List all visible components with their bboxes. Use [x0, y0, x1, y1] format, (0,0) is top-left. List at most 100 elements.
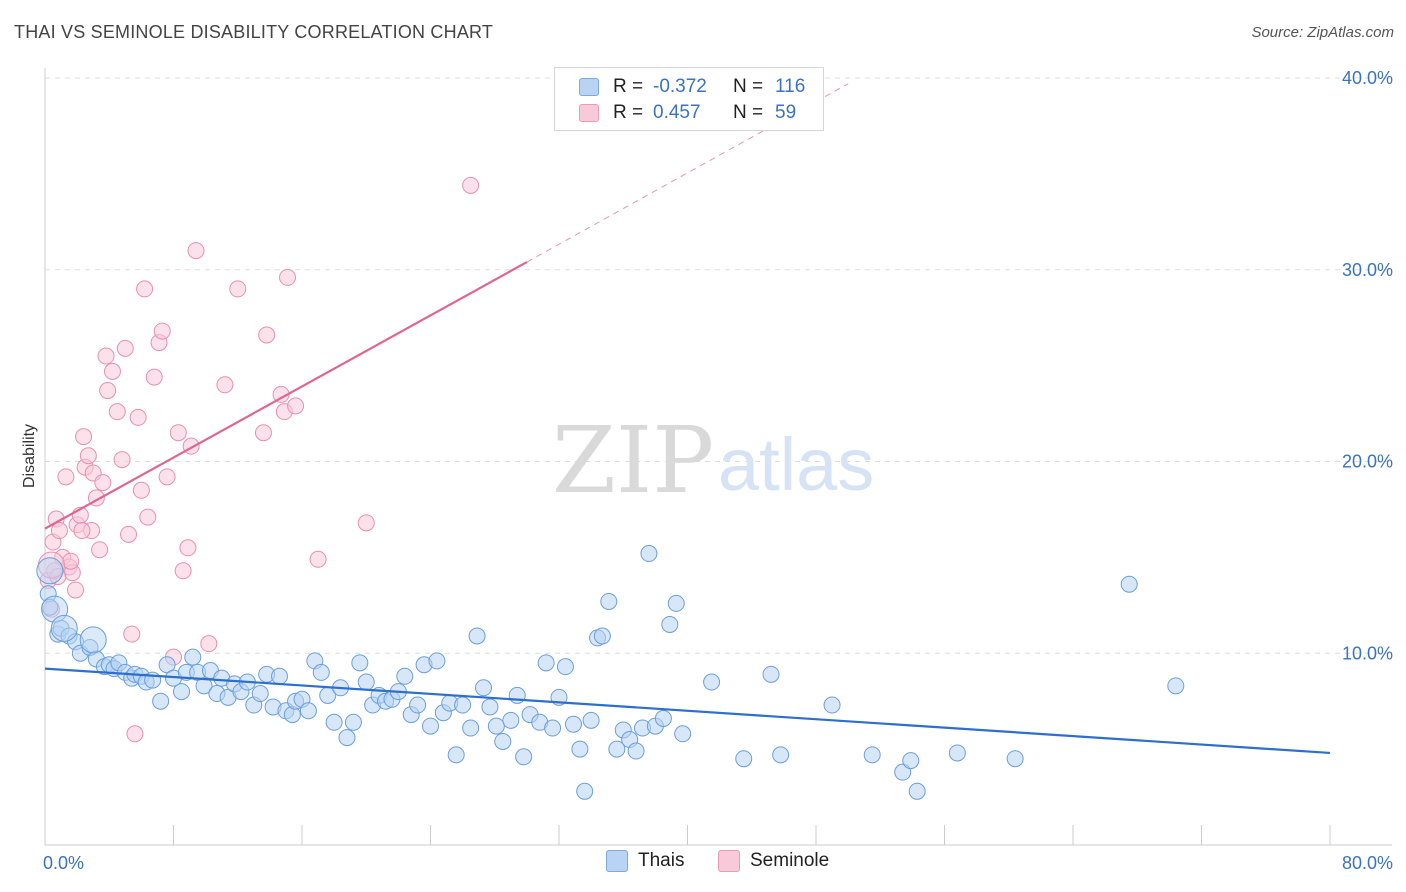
legend-r-value: 0.457 — [653, 102, 701, 123]
seminole-legend-swatch-icon — [718, 850, 740, 872]
thais-point-74 — [502, 711, 520, 729]
series-legend: Thais Seminole — [0, 850, 1406, 878]
thais-point-24 — [184, 648, 202, 666]
thais-point-83 — [564, 715, 582, 733]
thais-point-43 — [299, 702, 317, 720]
thais-point-89 — [600, 592, 618, 610]
seminole-point-30 — [132, 481, 150, 499]
thais-point-84 — [571, 740, 589, 758]
thais-legend-swatch-icon — [606, 850, 628, 872]
thais-point-85 — [576, 782, 594, 800]
thais-swatch-icon — [579, 78, 599, 96]
thais-point-110 — [948, 744, 966, 762]
thais-point-51 — [351, 654, 369, 672]
correlation-legend: R = -0.372 N = 116 R = 0.457 N = 59 — [554, 67, 824, 131]
seminole-point-4 — [50, 522, 68, 540]
seminole-point-25 — [116, 339, 134, 357]
seminole-point-36 — [158, 468, 176, 486]
thais-point-101 — [703, 673, 721, 691]
seminole-point-6 — [57, 468, 75, 486]
seminole-point-52 — [357, 514, 375, 532]
seminole-swatch-icon — [579, 104, 599, 122]
thais-point-80 — [544, 719, 562, 737]
seminole-point-45 — [254, 424, 272, 442]
thais-point-58 — [396, 667, 414, 685]
legend-n-label: N = — [733, 102, 764, 123]
thais-point-100 — [674, 725, 692, 743]
thais-point-38 — [271, 667, 289, 685]
thais-point-73 — [494, 732, 512, 750]
seminole-point-31 — [136, 280, 154, 298]
watermark-zip: ZIP — [552, 407, 714, 514]
tick-labels: 10.0% 20.0% 30.0% 40.0% 0.0% 80.0% — [43, 68, 1393, 873]
thais-point-106 — [863, 746, 881, 764]
seminole-point-14 — [79, 447, 97, 465]
legend-label-seminole: Seminole — [750, 850, 830, 871]
x-tick-label-1: 80.0% — [1342, 853, 1393, 873]
seminole-point-20 — [97, 347, 115, 365]
thais-point-66 — [447, 746, 465, 764]
seminole-point-24 — [113, 451, 131, 469]
thais-point-82 — [556, 658, 574, 676]
legend-row-thais: R = -0.372 N = 116 — [579, 75, 805, 99]
legend-n-label: N = — [733, 76, 764, 97]
legend-item-seminole: Seminole — [718, 850, 829, 872]
watermark-atlas: atlas — [718, 423, 874, 506]
seminole-point-22 — [103, 362, 121, 380]
grid-lines — [45, 77, 1392, 654]
seminole-point-32 — [139, 508, 157, 526]
y-tick-label-1: 20.0% — [1342, 452, 1393, 472]
seminole-point-23 — [108, 403, 126, 421]
thais-point-98 — [661, 615, 679, 633]
seminole-point-19 — [94, 474, 112, 492]
thais-point-35 — [251, 685, 269, 703]
thais-point-103 — [762, 665, 780, 683]
thais-point-111 — [1006, 750, 1024, 768]
thais-point-95 — [640, 545, 658, 563]
thais-point-26 — [195, 677, 213, 695]
trend-lines — [44, 83, 1331, 755]
thais-point-99 — [667, 594, 685, 612]
x-tick-label-0: 0.0% — [43, 853, 84, 873]
thais-points — [36, 545, 1185, 800]
thais-large-point-0 — [36, 557, 64, 585]
thais-point-113 — [1167, 677, 1185, 695]
thais-point-62 — [422, 717, 439, 735]
y-axis-label: Disability — [21, 424, 38, 488]
thais-point-72 — [487, 717, 505, 735]
seminole-point-46 — [258, 326, 276, 344]
thais-large-point-2 — [50, 614, 78, 642]
axes — [44, 68, 1392, 846]
legend-r-label: R = — [613, 76, 644, 97]
thais-large-point-3 — [79, 626, 107, 654]
thais-point-86 — [582, 711, 600, 729]
thais-point-49 — [338, 729, 356, 747]
thais-point-79 — [537, 654, 555, 672]
thais-point-97 — [654, 709, 672, 727]
thais-point-88 — [593, 627, 611, 645]
thais-point-76 — [515, 748, 533, 766]
seminole-point-28 — [126, 725, 144, 743]
seminole-point-27 — [123, 625, 141, 643]
watermark: ZIP atlas — [552, 407, 874, 514]
seminole-point-29 — [129, 408, 147, 426]
seminole-point-35 — [153, 322, 171, 340]
legend-item-thais: Thais — [606, 850, 684, 872]
seminole-point-9 — [67, 581, 85, 599]
y-tick-label-3: 40.0% — [1342, 68, 1393, 88]
seminole-point-57 — [62, 552, 80, 570]
thais-point-22 — [173, 683, 191, 701]
seminole-point-50 — [287, 397, 305, 415]
thais-point-93 — [627, 742, 645, 760]
thais-point-45 — [312, 663, 330, 681]
thais-point-109 — [908, 782, 926, 800]
legend-n-value: 116 — [775, 76, 806, 97]
seminole-point-43 — [216, 376, 234, 394]
thais-point-104 — [772, 746, 790, 764]
legend-label-thais: Thais — [638, 850, 685, 871]
thais-point-105 — [823, 696, 841, 714]
seminole-point-37 — [169, 424, 187, 442]
thais-point-90 — [608, 740, 626, 758]
seminole-point-51 — [309, 550, 327, 568]
y-tick-label-0: 10.0% — [1342, 643, 1393, 663]
